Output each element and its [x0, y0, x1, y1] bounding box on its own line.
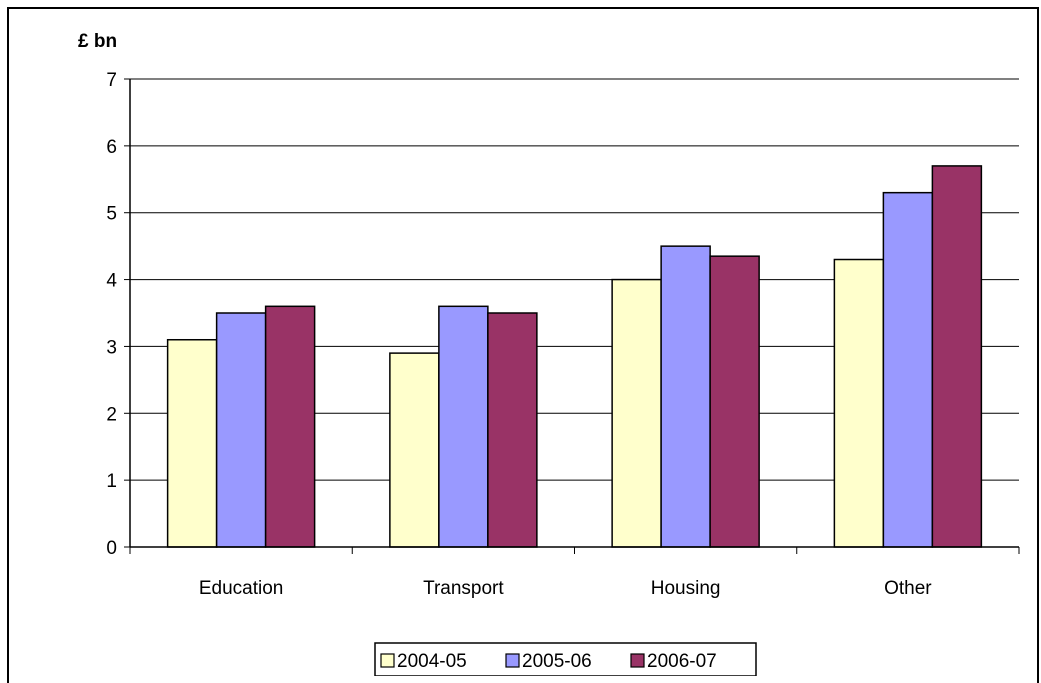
- y-tick-label: 7: [106, 70, 117, 91]
- category-label-education: Education: [199, 578, 284, 599]
- y-tick-label: 2: [106, 404, 117, 425]
- bar-housing-2004-05: [611, 278, 662, 548]
- legend-swatch-2004-05: [380, 653, 395, 668]
- bar-other-2005-06: [882, 191, 934, 548]
- y-tick-label: 5: [106, 204, 117, 225]
- legend-swatch-2006-07: [630, 653, 645, 668]
- category-label-transport: Transport: [423, 578, 504, 599]
- legend-box: [374, 642, 757, 676]
- legend-label-2005-06: 2005-06: [522, 651, 592, 672]
- legend-label-2006-07: 2006-07: [647, 651, 717, 672]
- bar-other-2006-07: [931, 165, 983, 548]
- legend-swatch-2005-06: [505, 653, 520, 668]
- y-tick-label: 1: [106, 471, 117, 492]
- bar-housing-2006-07: [709, 255, 760, 548]
- bar-housing-2005-06: [660, 245, 711, 548]
- bars: [166, 165, 983, 548]
- bar-transport-2006-07: [487, 312, 538, 548]
- category-label-other: Other: [884, 578, 932, 599]
- y-unit-label: £ bn: [78, 31, 117, 52]
- legend: 2004-05 2005-06 2006-07: [374, 642, 757, 676]
- bar-transport-2005-06: [438, 305, 489, 548]
- bar-education-2005-06: [215, 312, 267, 548]
- y-tick-label: 3: [106, 337, 117, 358]
- y-tick-label: 4: [106, 271, 117, 292]
- legend-label-2004-05: 2004-05: [397, 651, 467, 672]
- bar-education-2006-07: [264, 305, 316, 548]
- axes: 0 1 2 3 4 5 6 7 Education Transport Housing Other: [106, 70, 1020, 599]
- y-tick-label: 6: [106, 137, 117, 158]
- bar-education-2004-05: [166, 338, 218, 548]
- y-tick-label: 0: [106, 538, 117, 559]
- bar-transport-2004-05: [389, 352, 440, 548]
- bar-other-2004-05: [833, 258, 885, 548]
- category-label-housing: Housing: [651, 578, 721, 599]
